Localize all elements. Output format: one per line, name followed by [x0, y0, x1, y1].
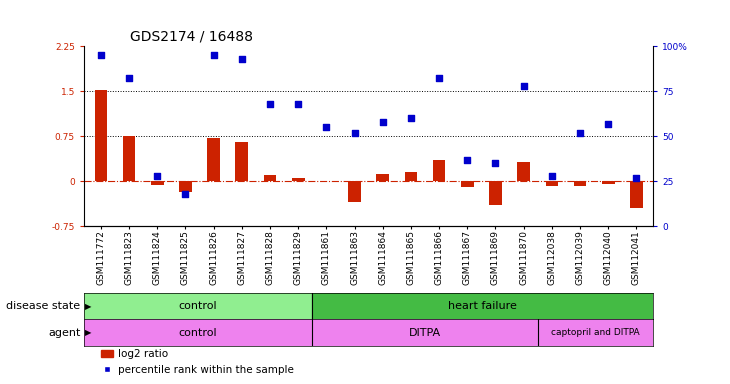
Bar: [348, 181, 361, 202]
Text: captopril and DITPA: captopril and DITPA: [551, 328, 640, 337]
Point: [490, 160, 502, 166]
Text: agent: agent: [48, 328, 80, 338]
Text: DITPA: DITPA: [409, 328, 441, 338]
Text: GDS2174 / 16488: GDS2174 / 16488: [129, 30, 253, 43]
Bar: [461, 181, 474, 187]
Text: ▶: ▶: [85, 302, 92, 311]
Bar: [602, 181, 615, 184]
Bar: [404, 172, 418, 181]
Text: control: control: [179, 328, 218, 338]
Point: [518, 83, 529, 89]
Point: [434, 75, 445, 81]
Point: [405, 115, 417, 121]
Point: [631, 174, 642, 180]
Bar: [84, 319, 312, 346]
Point: [349, 129, 361, 136]
Point: [292, 101, 304, 107]
Bar: [518, 162, 530, 181]
Point: [602, 121, 614, 127]
Text: heart failure: heart failure: [448, 301, 518, 311]
Bar: [545, 181, 558, 186]
Bar: [377, 174, 389, 181]
Point: [208, 52, 220, 58]
Point: [575, 129, 586, 136]
Bar: [630, 181, 643, 208]
Bar: [264, 175, 277, 181]
Point: [546, 173, 558, 179]
Text: disease state: disease state: [6, 301, 80, 311]
Bar: [292, 178, 304, 181]
Bar: [151, 181, 164, 185]
Text: control: control: [179, 301, 218, 311]
Point: [180, 191, 191, 197]
Bar: [433, 160, 445, 181]
Bar: [236, 142, 248, 181]
Point: [461, 156, 473, 162]
Bar: [123, 136, 135, 181]
Point: [264, 101, 276, 107]
Point: [320, 124, 332, 130]
Bar: [489, 181, 502, 205]
Bar: [312, 319, 538, 346]
Bar: [312, 293, 653, 319]
Bar: [574, 181, 586, 186]
Text: ▶: ▶: [85, 328, 92, 337]
Legend: log2 ratio, percentile rank within the sample: log2 ratio, percentile rank within the s…: [96, 345, 299, 379]
Bar: [538, 319, 653, 346]
Point: [123, 75, 135, 81]
Bar: [179, 181, 192, 192]
Bar: [84, 293, 312, 319]
Point: [95, 52, 107, 58]
Point: [151, 173, 163, 179]
Point: [236, 56, 247, 62]
Point: [377, 119, 388, 125]
Bar: [94, 90, 107, 181]
Bar: [207, 138, 220, 181]
